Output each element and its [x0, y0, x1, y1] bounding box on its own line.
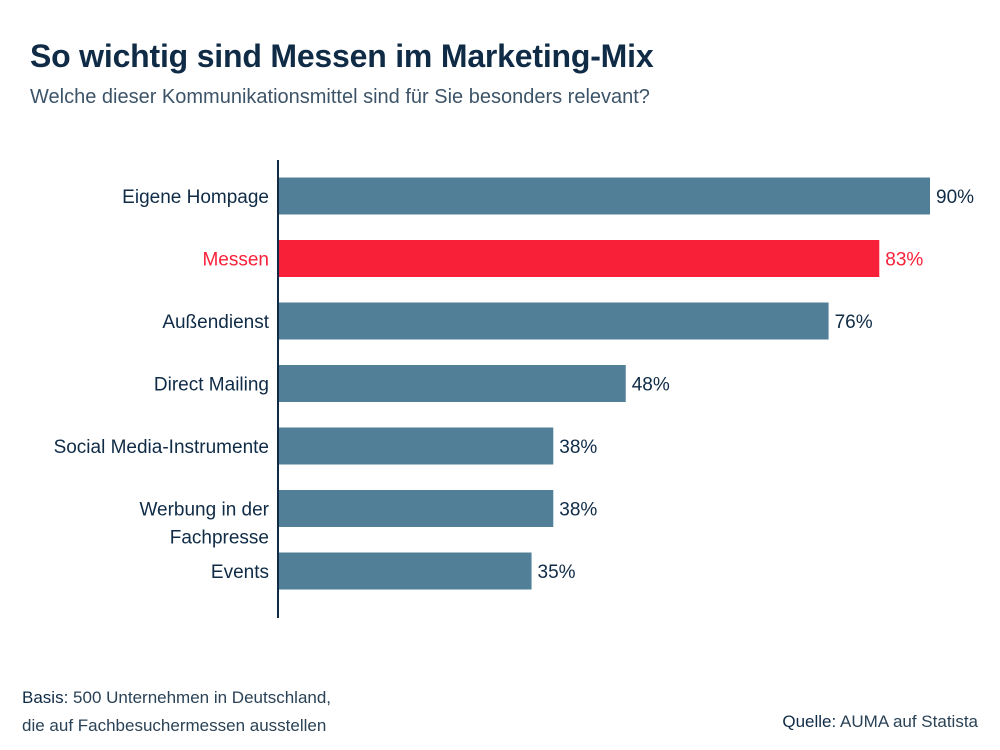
bar-chart: 90% Eigene Hompage 83% Messen 76% Außendienst…: [54, 160, 974, 618]
bar-events: [278, 552, 532, 590]
bar-messen: [278, 240, 880, 277]
value-label-eigene-hompage: 90%: [936, 187, 974, 208]
value-label-werbung-in-der-fachpresse: 38%: [559, 500, 597, 521]
footer-basis-text: 500 Unternehmen in Deutschland,: [73, 688, 332, 707]
value-label-events: 35%: [538, 562, 576, 583]
chart-title: So wichtig sind Messen im Marketing-Mix: [30, 38, 654, 74]
category-label-social-media-instrumente: Social Media-Instrumente: [54, 437, 269, 458]
footer-basis-line-2: die auf Fachbesuchermessen ausstellen: [22, 716, 327, 735]
value-label-direct-mailing: 48%: [632, 375, 670, 396]
chart-subtitle: Welche dieser Kommunikationsmittel sind …: [30, 86, 650, 108]
footer-basis: Basis: 500 Unternehmen in Deutschland, d…: [22, 684, 331, 740]
value-label-aussendienst: 76%: [835, 312, 873, 333]
footer-source: Quelle: AUMA auf Statista: [782, 712, 978, 732]
bar-aussendienst: [278, 302, 829, 340]
value-label-messen: 83%: [885, 250, 923, 271]
footer-basis-label: Basis:: [22, 688, 69, 707]
category-label-line: Fachpresse: [170, 528, 269, 549]
bar-eigene-hompage: [278, 177, 930, 215]
footer-source-label: Quelle:: [782, 712, 837, 731]
category-label-eigene-hompage: Eigene Hompage: [122, 187, 269, 208]
category-label-direct-mailing: Direct Mailing: [154, 375, 269, 396]
value-label-social-media-instrumente: 38%: [559, 437, 597, 458]
category-label-events: Events: [211, 562, 269, 583]
footer-basis-line-1: Basis: 500 Unternehmen in Deutschland,: [22, 684, 331, 712]
category-label-messen: Messen: [202, 250, 269, 271]
bar-direct-mailing: [278, 365, 626, 402]
category-label-line: Werbung in der: [139, 500, 269, 521]
footer-source-text: AUMA auf Statista: [840, 712, 978, 731]
bar-werbung-in-der-fachpresse: [278, 490, 554, 527]
bar-social-media-instrumente: [278, 427, 554, 465]
category-label-werbung-in-der-fachpresse: Werbung in der Fachpresse: [139, 500, 269, 549]
category-label-aussendienst: Außendienst: [162, 312, 269, 333]
